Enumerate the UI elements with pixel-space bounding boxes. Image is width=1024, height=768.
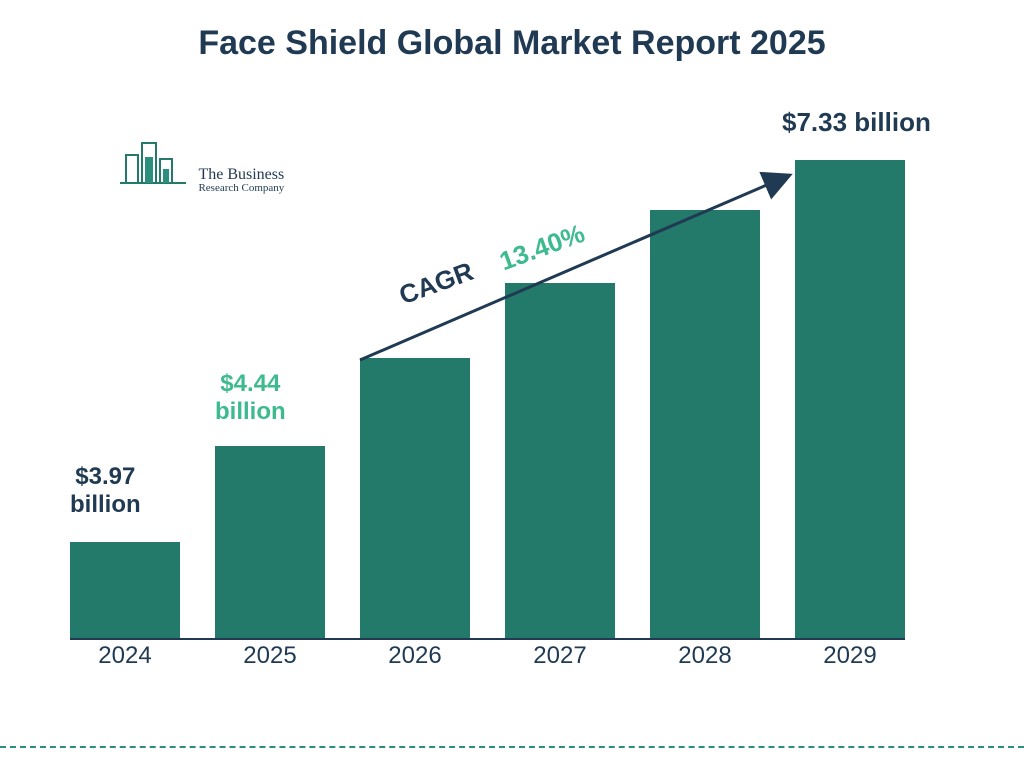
bar-2025 [215,446,325,638]
bar-2024 [70,542,180,638]
bar-value-label-2029: $7.33 billion [782,108,931,138]
bottom-dashed-divider [0,746,1024,748]
x-axis-line [70,638,905,640]
bar-value-label-2025: $4.44 billion [215,370,286,425]
bar-2028 [650,210,760,638]
bar-chart: 2024 2025 2026 2027 2028 2029 [70,110,940,670]
value-line: billion [215,398,286,425]
bar-value-label-2024: $3.97 billion [70,463,141,518]
x-tick-label: 2027 [505,642,615,670]
value-line: $4.44 [220,370,280,397]
x-tick-label: 2024 [70,642,180,670]
value-line: $3.97 [75,463,135,490]
x-tick-label: 2028 [650,642,760,670]
chart-title: Face Shield Global Market Report 2025 [0,24,1024,63]
value-line: billion [70,491,141,518]
x-tick-label: 2029 [795,642,905,670]
bar-2029 [795,160,905,638]
x-tick-label: 2025 [215,642,325,670]
x-tick-label: 2026 [360,642,470,670]
value-line: $7.33 billion [782,107,931,137]
bar-2026 [360,358,470,638]
bar-2027 [505,283,615,638]
bars-group [70,110,940,638]
